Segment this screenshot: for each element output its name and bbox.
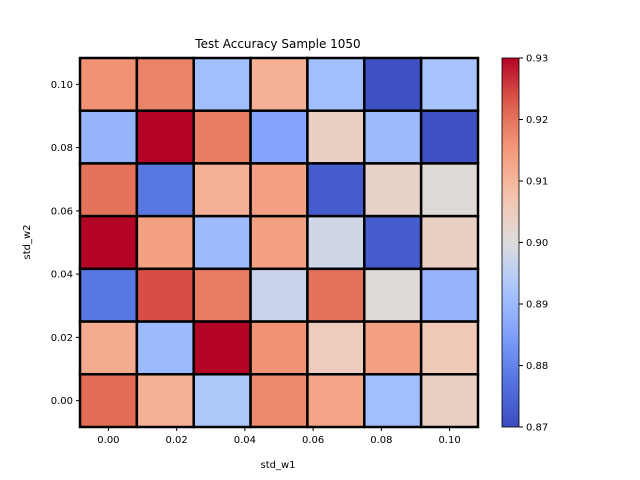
heatmap-cell bbox=[419, 109, 480, 165]
heatmap-cell bbox=[306, 267, 366, 323]
heatmap-cell bbox=[363, 373, 423, 429]
heatmap-cell bbox=[249, 109, 309, 165]
plot-frame bbox=[79, 57, 479, 428]
heatmap-cell bbox=[192, 320, 252, 376]
y-tick-label: 0.04 bbox=[51, 270, 73, 281]
heatmap-cell bbox=[249, 267, 309, 323]
colorbar-tick-label: 0.93 bbox=[526, 54, 548, 65]
heatmap-cell bbox=[78, 267, 139, 323]
heatmap-cell bbox=[135, 267, 195, 323]
heatmap-cell bbox=[192, 214, 252, 271]
y-tick-label: 0.00 bbox=[51, 396, 73, 407]
heatmap-cell bbox=[192, 267, 252, 323]
x-tick-label: 0.06 bbox=[302, 435, 324, 446]
heatmap-cell bbox=[135, 214, 195, 271]
heatmap-cell bbox=[78, 320, 139, 376]
heatmap-cell bbox=[78, 373, 139, 429]
colorbar-tick-label: 0.89 bbox=[526, 300, 548, 311]
heatmap-cell bbox=[249, 162, 309, 218]
heatmap-cell bbox=[192, 373, 252, 429]
heatmap-cell bbox=[135, 373, 195, 429]
heatmap-cell bbox=[135, 162, 195, 218]
x-axis-label: std_w1 bbox=[260, 460, 295, 471]
x-tick-label: 0.10 bbox=[438, 435, 460, 446]
heatmap-cell bbox=[249, 373, 309, 429]
x-tick-label: 0.08 bbox=[370, 435, 392, 446]
heatmap-cell bbox=[249, 56, 309, 112]
heatmap-cell bbox=[363, 267, 423, 323]
y-axis-label: std_w2 bbox=[22, 224, 33, 259]
heatmap-cell bbox=[306, 109, 366, 165]
heatmap-cell bbox=[306, 162, 366, 218]
heatmap-cell bbox=[78, 214, 139, 271]
colorbar-gradient bbox=[501, 57, 520, 428]
colorbar-tick-label: 0.92 bbox=[526, 115, 548, 126]
heatmap-cell bbox=[135, 109, 195, 165]
chart-title: Test Accuracy Sample 1050 bbox=[194, 37, 360, 51]
y-tick-label: 0.06 bbox=[51, 206, 73, 217]
heatmap-cell bbox=[135, 56, 195, 112]
y-axis: 0.10 0.08 0.06 0.04 0.02 0.00 bbox=[51, 80, 80, 407]
y-tick-label: 0.02 bbox=[51, 333, 73, 344]
heatmap-cell bbox=[419, 214, 480, 271]
heatmap-cell bbox=[363, 162, 423, 218]
colorbar-tick-label: 0.91 bbox=[526, 177, 548, 188]
heatmap-cell bbox=[306, 320, 366, 376]
heatmap-cell bbox=[363, 320, 423, 376]
heatmap-cell bbox=[363, 109, 423, 165]
heatmap-cell bbox=[419, 162, 480, 218]
heatmap-cell bbox=[192, 56, 252, 112]
heatmap-cell bbox=[192, 162, 252, 218]
x-tick-label: 0.02 bbox=[166, 435, 188, 446]
heatmap-cell bbox=[363, 214, 423, 271]
heatmap-cell bbox=[78, 56, 139, 112]
colorbar: 0.93 0.92 0.91 0.90 0.89 0.88 0.87 bbox=[501, 54, 548, 434]
heatmap-cells bbox=[78, 56, 480, 429]
colorbar-tick-label: 0.87 bbox=[526, 423, 548, 434]
colorbar-tick-label: 0.88 bbox=[526, 361, 548, 372]
x-tick-label: 0.04 bbox=[234, 435, 256, 446]
heatmap-cell bbox=[306, 56, 366, 112]
heatmap-cell bbox=[419, 320, 480, 376]
heatmap-cell bbox=[363, 56, 423, 112]
y-tick-label: 0.08 bbox=[51, 143, 73, 154]
x-axis: 0.00 0.02 0.04 0.06 0.08 0.10 bbox=[97, 427, 461, 446]
heatmap-cell bbox=[192, 109, 252, 165]
heatmap-cell bbox=[135, 320, 195, 376]
x-tick-label: 0.00 bbox=[97, 435, 119, 446]
heatmap-cell bbox=[78, 162, 139, 218]
heatmap-cell bbox=[249, 214, 309, 271]
heatmap-cell bbox=[419, 373, 480, 429]
colorbar-tick-label: 0.90 bbox=[526, 238, 548, 249]
heatmap-cell bbox=[419, 267, 480, 323]
y-tick-label: 0.10 bbox=[51, 80, 73, 91]
heatmap-cell bbox=[419, 56, 480, 112]
heatmap-cell bbox=[249, 320, 309, 376]
heatmap-cell bbox=[306, 214, 366, 271]
heatmap-cell bbox=[306, 373, 366, 429]
heatmap-cell bbox=[78, 109, 139, 165]
